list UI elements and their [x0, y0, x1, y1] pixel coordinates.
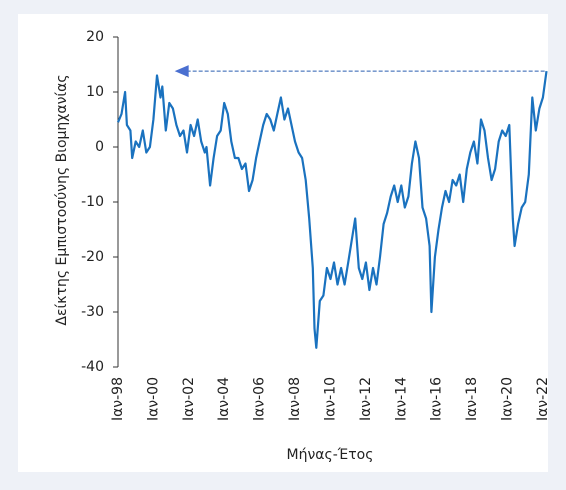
x-tick-label: Ιαν-16: [429, 377, 445, 421]
x-tick-label: Ιαν-06: [252, 377, 268, 421]
x-tick-label: Ιαν-08: [287, 377, 303, 421]
x-tick-label: Ιαν-10: [322, 377, 338, 421]
y-tick-label: -30: [81, 304, 104, 320]
y-tick-label: -40: [81, 359, 104, 375]
x-tick-label: Ιαν-04: [216, 377, 232, 421]
y-tick-label: 20: [86, 29, 104, 45]
x-tick-label: Ιαν-98: [110, 377, 126, 421]
x-tick-label: Ιαν-18: [464, 377, 480, 421]
x-axis-title: Μήνας-Έτος: [287, 447, 374, 463]
series-line: [116, 70, 548, 349]
x-tick-label: Ιαν-12: [358, 377, 374, 421]
panel: [18, 14, 548, 472]
arrow-head: [174, 65, 189, 78]
y-tick-label: -10: [81, 194, 104, 210]
x-tick-label: Ιαν-02: [181, 377, 197, 421]
y-tick-label: 0: [95, 139, 104, 155]
x-tick-label: Ιαν-00: [145, 377, 161, 421]
x-tick-label: Ιαν-22: [535, 377, 551, 421]
y-tick-label: 10: [86, 84, 104, 100]
y-tick-label: -20: [81, 249, 104, 265]
y-axis-title: Δείκτης Εμπιστοσύνης Βιομηχανίας: [54, 74, 70, 325]
x-tick-label: Ιαν-20: [500, 377, 516, 421]
x-tick-label: Ιαν-14: [393, 377, 409, 421]
